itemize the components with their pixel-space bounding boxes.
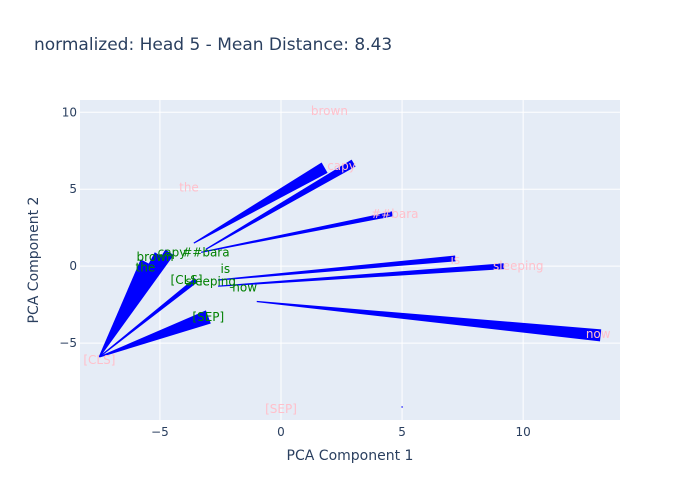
point-label: [CLS] — [83, 353, 115, 367]
x-tick-label: 5 — [398, 425, 406, 439]
point-label: now — [586, 327, 611, 341]
arrow — [218, 263, 504, 287]
point-label: capy — [158, 245, 187, 259]
chart-title: normalized: Head 5 - Mean Distance: 8.43 — [34, 35, 392, 55]
point-label: the — [179, 181, 199, 195]
point-label: capy — [327, 159, 356, 173]
point-label: is — [451, 253, 461, 267]
arrow — [205, 159, 356, 250]
point-label: the — [136, 261, 156, 275]
point-label: now — [232, 281, 257, 295]
y-tick-label: 0 — [69, 259, 77, 273]
point-label: [SEP] — [265, 402, 297, 416]
x-tick-label: −5 — [151, 425, 169, 439]
x-axis-title: PCA Component 1 — [287, 448, 414, 464]
y-tick-label: 10 — [62, 105, 77, 119]
point-label: brown — [137, 250, 174, 264]
point-label: is — [220, 262, 230, 276]
arrow — [201, 211, 393, 253]
tick-labels: −5 0 5 10 −5 0 5 10 — [59, 105, 530, 439]
y-tick-label: 5 — [69, 182, 77, 196]
arrows — [98, 159, 602, 408]
y-tick-label: −5 — [59, 336, 77, 350]
arrow — [193, 162, 328, 244]
arrow — [99, 278, 198, 358]
point-label: sleeping — [185, 275, 236, 289]
point-label: [SEP] — [192, 310, 224, 324]
point-label: ##bara — [371, 207, 418, 221]
point-label: sleeping — [493, 259, 544, 273]
point-label: brown — [311, 104, 348, 118]
x-tick-label: 10 — [515, 425, 530, 439]
arrow — [401, 406, 403, 408]
x-tick-label: 0 — [277, 425, 285, 439]
arrow — [99, 310, 211, 358]
arrow — [256, 300, 602, 342]
arrow — [98, 249, 174, 358]
y-axis-title: PCA Component 2 — [26, 197, 42, 324]
arrow — [218, 255, 456, 281]
point-label: [CLS] — [171, 273, 203, 287]
point-label: ##bara — [182, 245, 229, 259]
